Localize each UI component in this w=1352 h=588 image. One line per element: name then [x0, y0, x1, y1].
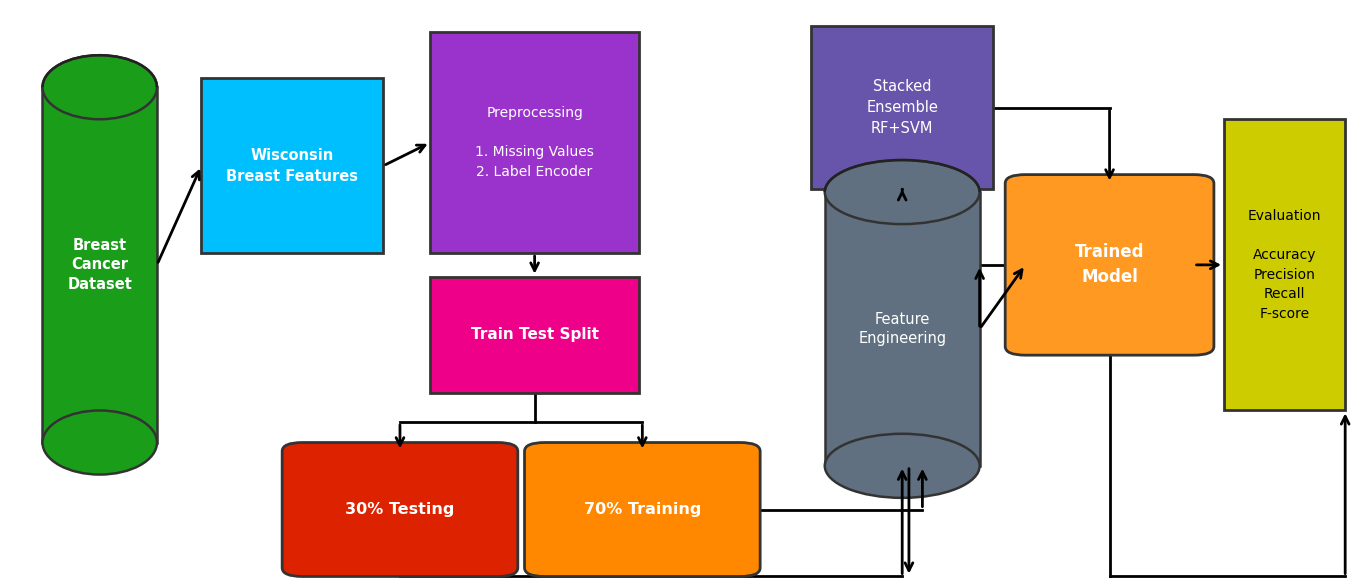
Ellipse shape: [825, 434, 980, 498]
Text: Train Test Split: Train Test Split: [470, 328, 599, 342]
FancyBboxPatch shape: [430, 32, 639, 253]
Text: Breast
Cancer
Dataset: Breast Cancer Dataset: [68, 238, 132, 292]
Text: 30% Testing: 30% Testing: [345, 502, 454, 517]
FancyBboxPatch shape: [430, 276, 639, 393]
FancyBboxPatch shape: [42, 87, 157, 443]
Ellipse shape: [42, 410, 157, 475]
Ellipse shape: [42, 55, 157, 119]
Text: Stacked
Ensemble
RF+SVM: Stacked Ensemble RF+SVM: [867, 79, 938, 136]
Text: Wisconsin
Breast Features: Wisconsin Breast Features: [226, 148, 358, 184]
FancyBboxPatch shape: [825, 192, 980, 466]
FancyBboxPatch shape: [811, 26, 994, 189]
Ellipse shape: [825, 160, 980, 224]
FancyBboxPatch shape: [1224, 119, 1345, 410]
FancyBboxPatch shape: [201, 78, 383, 253]
FancyBboxPatch shape: [283, 443, 518, 576]
FancyBboxPatch shape: [525, 443, 760, 576]
Text: Evaluation

Accuracy
Precision
Recall
F-score: Evaluation Accuracy Precision Recall F-s…: [1248, 209, 1321, 320]
FancyBboxPatch shape: [1005, 175, 1214, 355]
Text: Trained
Model: Trained Model: [1075, 243, 1144, 286]
Text: 70% Training: 70% Training: [584, 502, 702, 517]
Text: Feature
Engineering: Feature Engineering: [859, 312, 946, 346]
Text: Preprocessing

1. Missing Values
2. Label Encoder: Preprocessing 1. Missing Values 2. Label…: [475, 106, 594, 179]
